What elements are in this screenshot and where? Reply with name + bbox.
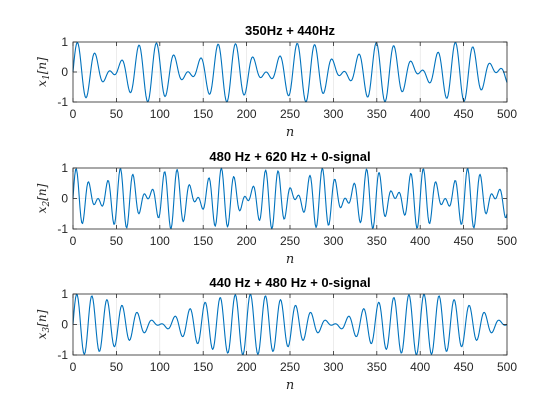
y-label-base: x (35, 206, 49, 213)
y-label-subscript: 2 (42, 201, 52, 208)
y-axis-label: x1[n] (35, 57, 52, 87)
x-tick-label: 450 (454, 360, 474, 374)
y-label-index: [n] (35, 57, 49, 74)
y-tick-label: 1 (61, 35, 68, 49)
x-tick-label: 0 (70, 234, 77, 248)
x-tick-label: 350 (367, 234, 387, 248)
x-axis-label: n (286, 125, 294, 140)
signal-line (72, 293, 508, 356)
x-tick-label: 150 (193, 234, 213, 248)
x-axis-label: n (286, 252, 294, 267)
y-tick-label: -1 (57, 348, 68, 362)
y-label-subscript: 3 (42, 327, 52, 333)
x-tick-label: 100 (150, 234, 170, 248)
x-tick-label: 250 (280, 360, 300, 374)
x-tick-label: 100 (150, 360, 170, 374)
x-tick-label: 400 (410, 360, 430, 374)
x-tick-label: 150 (193, 107, 213, 121)
y-tick-label: 0 (61, 318, 68, 332)
x-tick-label: 300 (323, 107, 343, 121)
x-tick-label: 0 (70, 360, 77, 374)
chart-title: 440 Hz + 480 Hz + 0-signal (209, 275, 370, 290)
x-tick-label: 150 (193, 360, 213, 374)
y-tick-label: -1 (57, 222, 68, 236)
x-tick-label: 200 (237, 234, 257, 248)
signal-line (72, 41, 508, 103)
x-tick-label: 400 (410, 234, 430, 248)
x-tick-label: 250 (280, 107, 300, 121)
y-label-base: x (35, 332, 49, 339)
x-tick-label: 200 (237, 360, 257, 374)
chart-title: 350Hz + 440Hz (245, 23, 335, 38)
x-axis-label: n (286, 378, 294, 393)
x-tick-label: 500 (497, 107, 517, 121)
x-tick-label: 300 (323, 360, 343, 374)
y-label-subscript: 1 (42, 74, 52, 80)
x-tick-label: 350 (367, 360, 387, 374)
x-tick-label: 50 (110, 107, 124, 121)
y-tick-label: -1 (57, 95, 68, 109)
y-tick-label: 0 (61, 192, 68, 206)
x-tick-label: 300 (323, 234, 343, 248)
y-label-base: x (35, 80, 49, 87)
y-label-index: [n] (35, 183, 49, 200)
x-tick-label: 500 (497, 234, 517, 248)
x-tick-label: 450 (454, 234, 474, 248)
x-tick-label: 0 (70, 107, 77, 121)
x-tick-label: 450 (454, 107, 474, 121)
y-label-index: [n] (35, 309, 49, 326)
x-tick-label: 250 (280, 234, 300, 248)
x-tick-label: 100 (150, 107, 170, 121)
y-tick-label: 0 (61, 65, 68, 79)
y-tick-label: 1 (61, 287, 68, 301)
y-axis-label: x2[n] (35, 183, 52, 213)
chart-title: 480 Hz + 620 Hz + 0-signal (209, 149, 370, 164)
signal-line (72, 167, 508, 230)
x-tick-label: 350 (367, 107, 387, 121)
x-tick-label: 50 (110, 360, 124, 374)
x-tick-label: 500 (497, 360, 517, 374)
subplot-1: 0 50 100 150 200 250 300 350 400 450 500-101350Hz … (35, 23, 517, 140)
x-tick-label: 400 (410, 107, 430, 121)
y-axis-label: x3[n] (35, 309, 52, 339)
x-tick-label: 50 (110, 234, 124, 248)
y-tick-label: 1 (61, 161, 68, 175)
x-tick-label: 200 (237, 107, 257, 121)
